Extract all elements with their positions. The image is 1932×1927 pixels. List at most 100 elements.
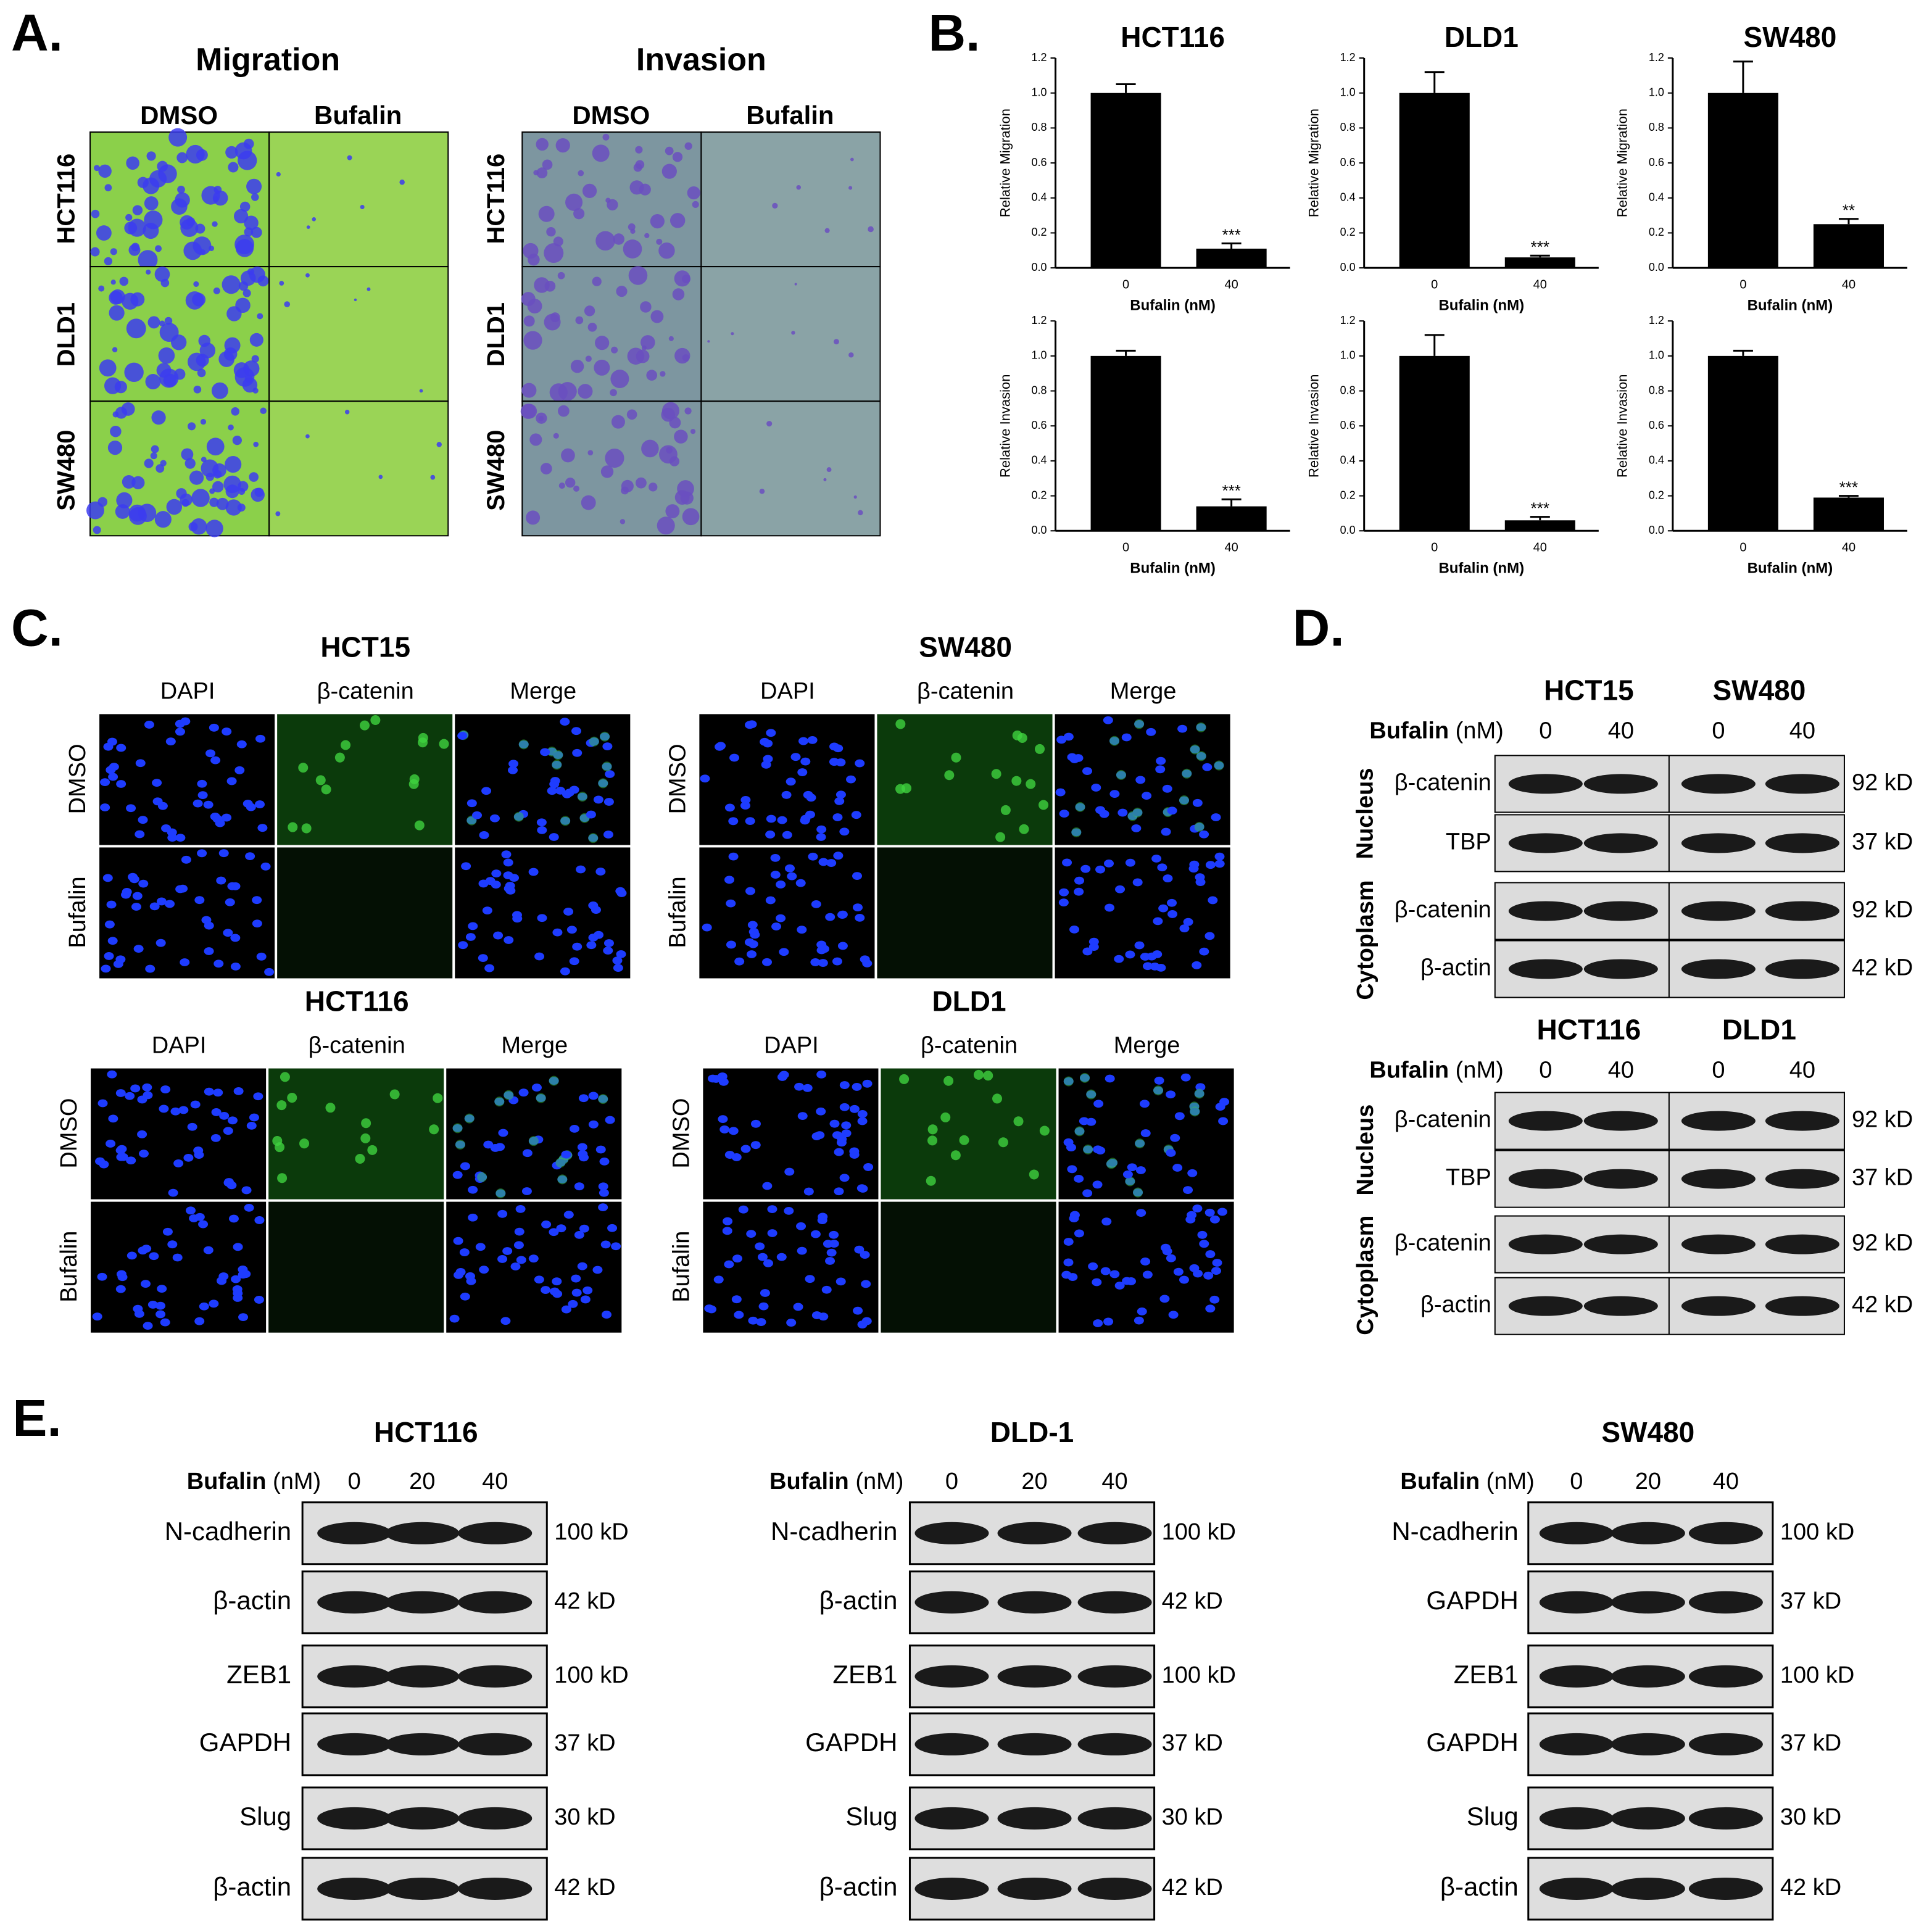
stained-cell bbox=[164, 317, 173, 325]
stained-cell bbox=[641, 439, 659, 458]
nucleus bbox=[1146, 727, 1156, 736]
panel-label: A. bbox=[11, 4, 63, 62]
band bbox=[1765, 959, 1839, 979]
catenin-signal bbox=[1135, 1138, 1145, 1149]
nucleus bbox=[798, 737, 809, 745]
catenin-signal bbox=[389, 1089, 400, 1100]
band bbox=[317, 1807, 392, 1830]
nucleus bbox=[137, 1130, 147, 1138]
nucleus bbox=[1167, 806, 1177, 815]
stained-cell bbox=[193, 281, 199, 287]
nucleus bbox=[141, 1245, 152, 1253]
y-tick-label: 0.2 bbox=[1032, 226, 1047, 238]
stained-cell bbox=[188, 422, 196, 431]
y-tick-label: 0.8 bbox=[1032, 121, 1047, 133]
catenin-signal bbox=[1190, 744, 1200, 755]
nucleus bbox=[113, 959, 123, 968]
error-bar bbox=[1838, 495, 1859, 498]
stained-cell bbox=[91, 209, 100, 218]
nucleus bbox=[252, 919, 262, 928]
nucleus bbox=[260, 862, 271, 871]
nucleus bbox=[107, 937, 118, 945]
nucleus bbox=[254, 1296, 264, 1304]
stained-cell bbox=[218, 351, 234, 367]
nucleus bbox=[763, 739, 773, 748]
nucleus bbox=[1208, 896, 1218, 905]
nucleus bbox=[1074, 887, 1084, 896]
stained-cell bbox=[115, 504, 130, 519]
column-label: DMSO bbox=[572, 101, 650, 130]
bar bbox=[1196, 248, 1267, 268]
nucleus bbox=[167, 1240, 178, 1249]
nucleus bbox=[222, 727, 232, 736]
y-tick-label: 0.6 bbox=[1649, 156, 1664, 168]
stained-cell bbox=[275, 511, 281, 516]
nucleus bbox=[857, 1109, 868, 1118]
nucleus bbox=[133, 945, 144, 953]
nucleus bbox=[1114, 1282, 1125, 1290]
y-tick-label: 0.6 bbox=[1649, 419, 1664, 431]
stained-cell bbox=[587, 323, 597, 332]
catenin-signal bbox=[589, 736, 599, 747]
x-tick-label: 0 bbox=[1122, 278, 1129, 291]
nucleus bbox=[782, 831, 792, 839]
nucleus bbox=[1139, 1100, 1150, 1108]
stained-cell bbox=[656, 238, 663, 245]
nucleus bbox=[1166, 1254, 1176, 1262]
row-label: Bufalin bbox=[668, 1231, 694, 1303]
band bbox=[317, 1522, 392, 1544]
micrograph bbox=[268, 131, 449, 268]
nucleus bbox=[728, 817, 739, 826]
stained-cell bbox=[796, 184, 802, 190]
catenin-signal bbox=[528, 1136, 539, 1146]
catenin-signal bbox=[280, 1072, 290, 1082]
nucleus bbox=[1154, 1076, 1164, 1085]
column-label: β-catenin bbox=[317, 678, 414, 704]
catenin-signal bbox=[1080, 1072, 1090, 1083]
treatment: Bufalin bbox=[769, 1469, 849, 1494]
stained-cell bbox=[284, 301, 291, 307]
nucleus bbox=[501, 850, 512, 859]
nucleus bbox=[1214, 852, 1225, 861]
nucleus bbox=[102, 874, 113, 882]
stained-cell bbox=[848, 186, 853, 190]
stained-cell bbox=[626, 409, 637, 420]
fluorescence-image bbox=[98, 713, 276, 847]
catenin-signal bbox=[414, 820, 425, 831]
fraction-label: Cytoplasm bbox=[1353, 880, 1379, 1000]
column-label: Merge bbox=[510, 678, 576, 704]
bar bbox=[1090, 93, 1161, 268]
band bbox=[997, 1807, 1072, 1830]
nucleus bbox=[468, 1213, 478, 1222]
stained-cell bbox=[109, 305, 125, 321]
dose-label: 40 bbox=[1101, 1469, 1127, 1494]
stained-cell bbox=[119, 276, 129, 286]
nucleus bbox=[1125, 950, 1135, 959]
catenin-signal bbox=[315, 775, 326, 785]
catenin-signal bbox=[408, 779, 419, 789]
nucleus bbox=[204, 947, 214, 955]
stained-cell bbox=[176, 152, 188, 164]
stained-cell bbox=[260, 407, 267, 415]
nucleus bbox=[561, 1150, 571, 1159]
error-bar bbox=[1116, 349, 1136, 356]
nucleus bbox=[1108, 1159, 1118, 1167]
nucleus bbox=[569, 957, 579, 966]
nucleus bbox=[1150, 962, 1160, 971]
band bbox=[1539, 1522, 1614, 1544]
catenin-signal bbox=[276, 1100, 287, 1111]
nucleus bbox=[1195, 873, 1205, 882]
nucleus bbox=[811, 900, 821, 908]
stained-cell bbox=[110, 280, 116, 285]
nucleus bbox=[1202, 763, 1213, 771]
catenin-signal bbox=[298, 763, 309, 773]
nucleus bbox=[1055, 788, 1066, 797]
nucleus bbox=[537, 826, 547, 834]
column-label: DAPI bbox=[152, 1033, 207, 1059]
fluorescence-image bbox=[876, 846, 1054, 980]
nucleus bbox=[244, 1203, 254, 1212]
stained-cell bbox=[238, 151, 257, 170]
nucleus bbox=[170, 1107, 181, 1116]
nucleus bbox=[794, 1082, 805, 1091]
significance: ** bbox=[1843, 201, 1855, 220]
